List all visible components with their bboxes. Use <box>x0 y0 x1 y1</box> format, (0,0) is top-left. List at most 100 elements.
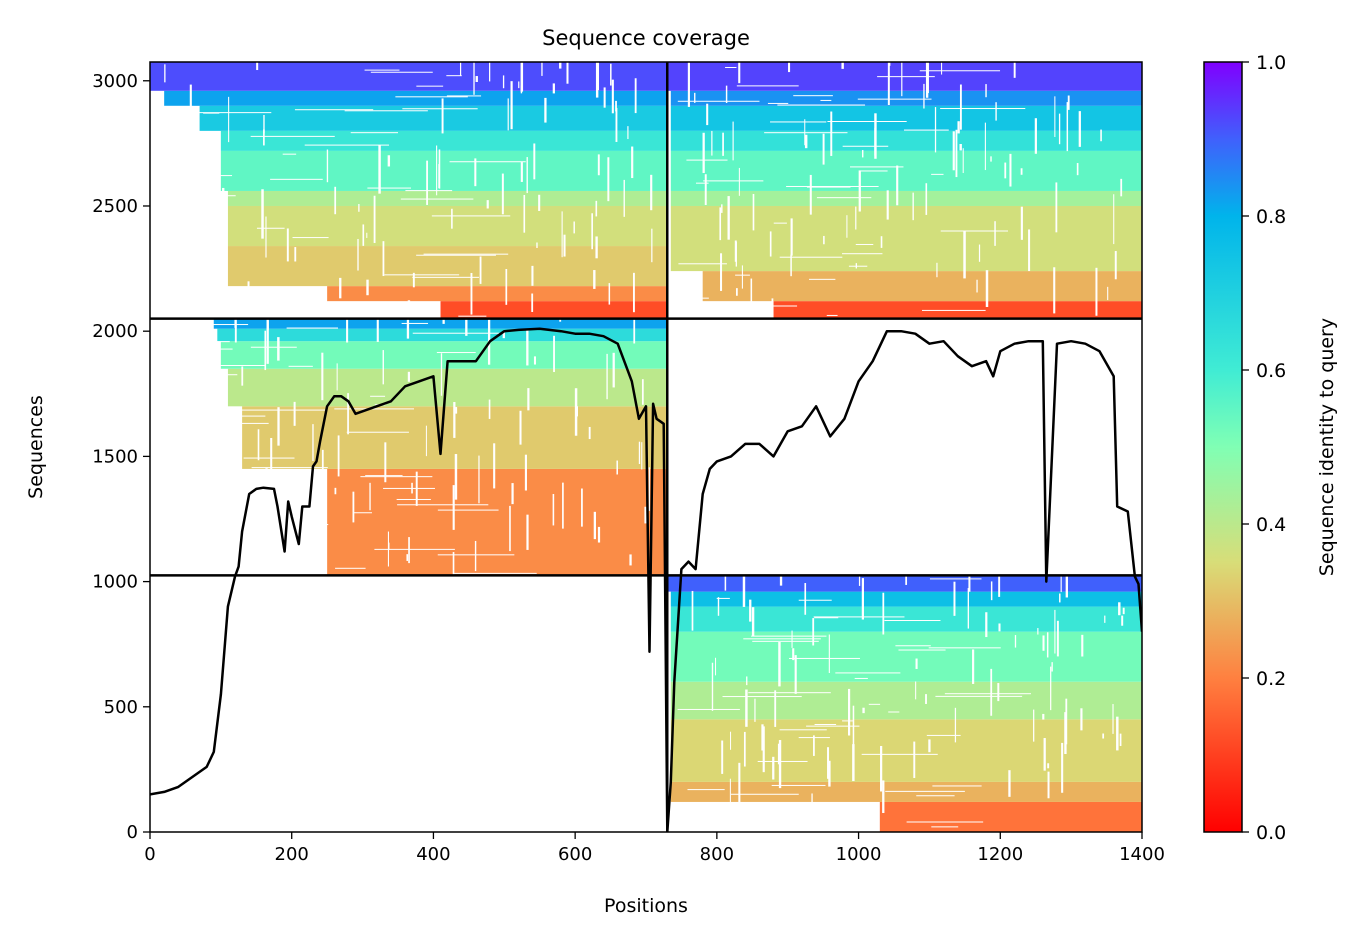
coverage-gap <box>912 192 914 221</box>
coverage-gap <box>779 256 843 258</box>
coverage-gap <box>730 731 732 750</box>
coverage-gap <box>187 337 190 388</box>
coverage-gap <box>931 173 944 175</box>
y-tick-label: 3000 <box>92 71 138 92</box>
coverage-gap <box>256 227 285 229</box>
coverage-gap <box>615 100 617 112</box>
identity-band-block-3 <box>327 468 668 576</box>
identity-band-block-6 <box>670 606 1142 632</box>
coverage-gap <box>479 256 482 284</box>
coverage-gap <box>925 694 927 704</box>
coverage-gap <box>952 131 955 171</box>
coverage-gap <box>678 315 747 317</box>
coverage-gap <box>1076 163 1079 176</box>
coverage-gap <box>1107 286 1109 301</box>
coverage-gap <box>813 616 905 618</box>
coverage-gap <box>978 244 981 262</box>
coverage-gap <box>750 278 753 306</box>
coverage-gap <box>644 506 647 524</box>
coverage-gap <box>1118 602 1121 616</box>
coverage-gap <box>842 145 889 147</box>
coverage-gap <box>486 200 489 209</box>
chart-title: Sequence coverage <box>542 26 750 50</box>
colorbar-tick-label: 0.2 <box>1256 668 1286 690</box>
coverage-gap <box>523 194 526 233</box>
y-tick-label: 1500 <box>92 446 138 467</box>
coverage-gap <box>1013 62 1016 78</box>
coverage-gap <box>474 158 477 187</box>
coverage-gap <box>822 133 825 165</box>
coverage-gap <box>334 487 337 495</box>
coverage-gap <box>396 498 431 500</box>
coverage-gap <box>459 62 462 76</box>
identity-band-block-2 <box>670 150 1142 191</box>
coverage-gap <box>533 143 536 180</box>
colorbar: 0.0 0.2 0.4 0.6 0.8 1.0 Sequence identity to … <box>1203 52 1338 844</box>
coverage-gap <box>610 63 612 86</box>
coverage-gap <box>446 75 462 77</box>
coverage-gap <box>608 283 611 305</box>
coverage-gap <box>265 468 268 480</box>
coverage-gap <box>256 62 259 71</box>
coverage-gap <box>880 745 883 792</box>
coverage-gap <box>913 741 916 778</box>
coverage-gap <box>706 103 709 126</box>
identity-band-block-2 <box>702 271 1142 302</box>
coverage-gap <box>1078 111 1081 147</box>
coverage-gap <box>841 62 844 69</box>
coverage-gap <box>888 62 891 66</box>
coverage-gap <box>732 121 734 161</box>
y-tick-label: 0 <box>127 822 138 843</box>
identity-band-block-1 <box>327 286 668 302</box>
coverage-gap <box>919 70 1001 72</box>
coverage-gap <box>751 607 755 637</box>
coverage-gap <box>588 426 591 440</box>
coverage-gap <box>412 332 500 334</box>
coverage-gap <box>595 200 598 217</box>
identity-band-block-6 <box>670 631 1142 682</box>
coverage-gap <box>985 84 987 98</box>
coverage-gap <box>820 99 832 101</box>
coverage-gap <box>247 281 250 299</box>
x-tick-label: 1000 <box>836 844 882 865</box>
coverage-gap <box>811 793 813 812</box>
coverage-gap <box>574 388 578 436</box>
coverage-gap <box>312 424 314 462</box>
coverage-gap <box>738 762 741 812</box>
coverage-gap <box>779 575 783 586</box>
coverage-gap <box>724 575 727 591</box>
coverage-gap <box>282 153 297 155</box>
coverage-gap <box>627 126 629 140</box>
coverage-gap <box>437 554 515 556</box>
identity-band-block-1 <box>164 90 668 106</box>
coverage-gap <box>896 165 899 206</box>
coverage-gap <box>786 185 879 187</box>
coverage-gap <box>510 81 513 130</box>
coverage-gap <box>158 348 233 350</box>
coverage-gap <box>998 623 1001 632</box>
coverage-gap <box>538 194 541 211</box>
coverage-gap <box>771 784 826 786</box>
coverage-gap <box>745 689 748 727</box>
coverage-gap <box>541 62 543 76</box>
coverage-gap <box>241 366 244 386</box>
coverage-gap <box>1020 206 1023 240</box>
coverage-gap <box>374 548 455 550</box>
coverage-gap <box>778 740 782 789</box>
colorbar-tick-label: 0.6 <box>1256 360 1286 382</box>
coverage-gap <box>968 575 971 592</box>
coverage-gap <box>231 298 322 300</box>
coverage-gap <box>1043 738 1046 771</box>
coverage-gap <box>859 170 888 172</box>
coverage-gap <box>157 268 217 270</box>
coverage-gap <box>531 265 534 286</box>
coverage-gap <box>581 488 583 527</box>
coverage-gap <box>1004 162 1007 179</box>
coverage-gap <box>1034 118 1037 154</box>
coverage-gap <box>502 75 505 89</box>
coverage-gap <box>790 218 793 256</box>
coverage-gap <box>915 681 917 700</box>
coverage-gap <box>882 592 885 635</box>
coverage-gap <box>286 327 339 329</box>
coverage-gap <box>957 121 960 134</box>
